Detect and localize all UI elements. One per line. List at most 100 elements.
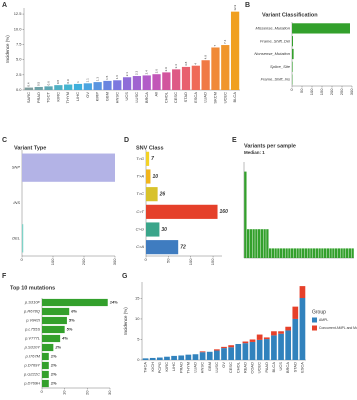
x-tick-label: 200 <box>81 258 86 265</box>
value-label: 7.4 <box>223 40 227 45</box>
bar <box>42 370 49 379</box>
bar <box>181 66 191 90</box>
x-tick-label: KIRC <box>55 92 60 102</box>
y-tick-label: p.D769H <box>23 381 40 386</box>
bar <box>292 61 293 72</box>
x-tick-label: LUSC <box>134 92 139 103</box>
y-tick-label: 10 <box>135 316 140 321</box>
percent-label: 5% <box>69 318 75 323</box>
x-tick-label: KICH <box>150 362 155 372</box>
x-tick-label: STAD <box>183 92 188 102</box>
y-tick-label: p.R678Q <box>23 309 40 314</box>
bar <box>255 229 258 258</box>
bar <box>42 307 70 316</box>
x-tick-label: 250 <box>339 88 344 95</box>
bar <box>22 224 24 253</box>
x-tick-label: READ <box>242 362 247 373</box>
x-tick-label: PRAD <box>36 92 41 103</box>
bar <box>42 298 108 307</box>
bar <box>191 65 200 90</box>
bar <box>288 248 291 258</box>
x-tick-label: KIRP <box>95 92 100 102</box>
bar-segment <box>228 347 234 360</box>
panel-letter: B <box>245 2 250 9</box>
bar <box>318 248 321 258</box>
bar <box>296 248 299 258</box>
bar <box>334 248 338 258</box>
x-tick-label: 10 <box>62 390 67 395</box>
x-tick-label: GBM <box>207 362 212 371</box>
bar-segment <box>142 358 149 360</box>
y-tick-label: p.G222C <box>23 372 40 377</box>
panel-title: Variant Classification <box>262 12 318 18</box>
y-tick-label: C>T <box>136 209 144 214</box>
value-label: 2.3 <box>135 71 139 76</box>
panel-letter: G <box>122 273 128 280</box>
bar-segment <box>221 348 227 360</box>
value-label: 1.6 <box>115 75 119 80</box>
panel-title: SNV Class <box>136 145 164 151</box>
panel-letter: E <box>232 137 237 144</box>
bar <box>146 187 158 202</box>
bar <box>263 229 266 258</box>
panel-title: Variants per sample <box>244 143 296 149</box>
y-tick-label: Splice_Site <box>270 64 291 69</box>
bar <box>221 45 230 90</box>
bar <box>44 86 53 90</box>
bar-segment <box>299 286 306 299</box>
x-tick-label: ESCA <box>299 362 304 373</box>
x-tick-label: GBM <box>105 92 110 101</box>
percent-label: 1% <box>51 372 57 377</box>
bar <box>73 83 83 90</box>
x-tick-label: SARC <box>26 92 31 103</box>
x-tick-label: PAAD <box>264 362 269 373</box>
panel-letter: C <box>2 137 7 144</box>
value-label: 1 <box>76 81 80 83</box>
percent-label: 2% <box>54 345 61 350</box>
y-tick-label: SNP <box>12 165 21 170</box>
bar <box>274 248 277 258</box>
x-tick-label: OV <box>221 362 226 368</box>
bar-segment <box>263 337 270 340</box>
x-tick-label: PRAD <box>178 362 183 373</box>
legend-label: Concurrent AMPL and Mut <box>319 326 357 330</box>
bar <box>292 48 294 60</box>
panel-title: Top 10 mutations <box>10 285 55 291</box>
bar <box>103 80 112 90</box>
bar-segment <box>199 351 206 353</box>
x-tick-label: 150 <box>210 258 215 265</box>
y-tick-label: Frame_Shift_Del <box>260 38 290 43</box>
bar <box>279 248 283 258</box>
bar <box>34 86 43 90</box>
bar <box>146 151 150 166</box>
bar-segment <box>278 333 284 360</box>
x-tick-label: ESCA <box>193 92 198 103</box>
y-tick-label: T>A <box>137 174 145 179</box>
value-label: 1.1 <box>86 78 90 83</box>
bar <box>292 23 350 34</box>
bar <box>54 85 63 90</box>
x-tick-label: 0 <box>19 258 24 261</box>
x-tick-label: UCS <box>124 92 129 101</box>
value-label: 2.1 <box>125 72 129 77</box>
y-tick-label: 2.5 <box>16 72 22 77</box>
bar <box>299 248 302 258</box>
x-tick-label: 200 <box>329 88 334 95</box>
bar <box>249 229 253 258</box>
value-label: 0.4 <box>27 82 31 87</box>
y-tick-label: p.V842I <box>25 318 41 323</box>
x-tick-label: 20 <box>84 390 89 395</box>
x-tick-label: LIHC <box>171 362 176 371</box>
y-tick-label: p.V777L <box>24 336 40 341</box>
bar <box>304 248 308 258</box>
value-label: 30 <box>161 227 167 233</box>
y-tick-label: 7.5 <box>16 42 22 47</box>
x-tick-label: 30 <box>107 390 112 395</box>
bar <box>42 343 54 352</box>
y-tick-label: C>A <box>136 244 144 249</box>
bar-segment <box>285 326 292 331</box>
x-tick-label: BRCA <box>285 362 290 373</box>
x-tick-label: OV <box>85 92 90 98</box>
bar <box>332 248 335 258</box>
